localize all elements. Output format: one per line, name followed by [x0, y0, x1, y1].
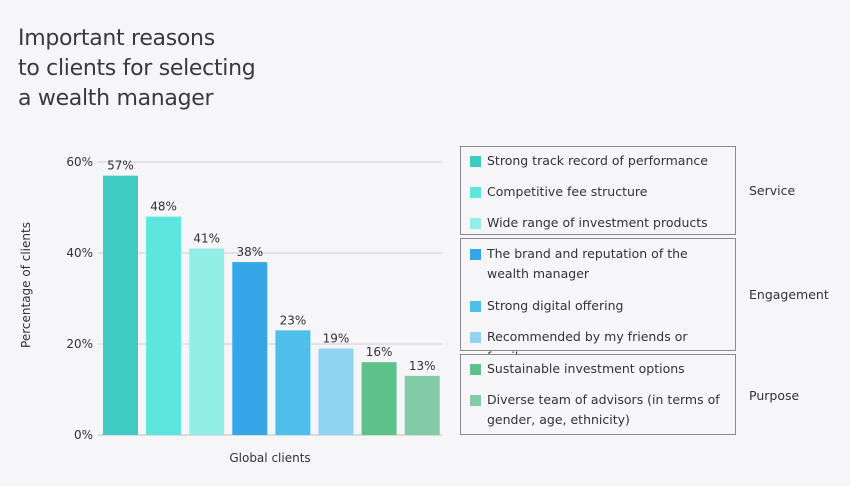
bar-value-label: 41% [193, 231, 220, 245]
bar-2 [146, 216, 182, 435]
bars [103, 175, 440, 435]
legend-group-label: Purpose [749, 388, 800, 403]
bar-3 [189, 248, 225, 435]
legend-item: Competitive fee structure [470, 182, 729, 202]
legend-label: The brand and reputation of the wealth m… [487, 246, 688, 281]
bar-value-label: 23% [280, 313, 307, 327]
legend-item: Sustainable investment options [470, 359, 729, 379]
legend-swatch [470, 364, 481, 375]
legend-group-label: Service [749, 183, 796, 198]
legend-swatch [470, 332, 481, 343]
title-line-1: Important reasons [18, 26, 215, 51]
y-tick-label: 60% [66, 155, 93, 169]
bar-7 [361, 362, 397, 435]
x-axis-label: Global clients [229, 451, 310, 465]
legend-item: Wide range of investment products [470, 213, 729, 233]
y-axis-ticks: 0% 20% 40% 60% [66, 155, 93, 442]
legend-label: Diverse team of advisors (in terms of ge… [487, 392, 720, 427]
legend-label: Competitive fee structure [487, 184, 648, 199]
bar-value-label: 48% [150, 200, 177, 214]
legend-swatch [470, 249, 481, 260]
y-axis-label: Percentage of clients [19, 222, 33, 348]
bar-8 [404, 375, 440, 435]
legend-group-purpose: Sustainable investment options Diverse te… [460, 354, 736, 435]
title-line-2: to clients for selecting [18, 56, 256, 81]
legend-label: Sustainable investment options [487, 361, 685, 376]
legend-item: Strong digital offering [470, 296, 729, 316]
legend-swatch [470, 218, 481, 229]
bar-value-label: 57% [107, 159, 134, 173]
bar-value-label: 19% [323, 332, 350, 346]
legend-item: The brand and reputation of the wealth m… [470, 244, 729, 284]
legend-swatch [470, 395, 481, 406]
bar-value-label: 16% [366, 345, 393, 359]
bar-5 [275, 330, 311, 435]
legend-swatch [470, 301, 481, 312]
legend-label: Strong digital offering [487, 298, 624, 313]
legend-label: Strong track record of performance [487, 153, 708, 168]
y-tick-label: 20% [66, 337, 93, 351]
y-tick-label: 40% [66, 246, 93, 260]
bar-value-label: 38% [236, 245, 263, 259]
bar-6 [318, 348, 354, 435]
chart-title: Important reasons to clients for selecti… [18, 24, 318, 114]
legend-swatch [470, 187, 481, 198]
legend-item: Diverse team of advisors (in terms of ge… [470, 390, 729, 430]
legend-group-engagement: The brand and reputation of the wealth m… [460, 238, 736, 364]
legend-group-label: Engagement [749, 287, 829, 302]
legend-group-service: Strong track record of performance Compet… [460, 146, 736, 235]
legend-label: Wide range of investment products [487, 215, 708, 230]
bar-value-label: 13% [409, 359, 436, 373]
legend-item: Strong track record of performance [470, 151, 729, 171]
legend-swatch [470, 156, 481, 167]
bar-1 [103, 175, 138, 435]
value-labels: 57% 48% 41% 38% 23% 19% 16% 13% [107, 159, 435, 373]
bar-4 [232, 262, 268, 435]
y-tick-label: 0% [74, 428, 93, 442]
title-line-3: a wealth manager [18, 86, 214, 111]
